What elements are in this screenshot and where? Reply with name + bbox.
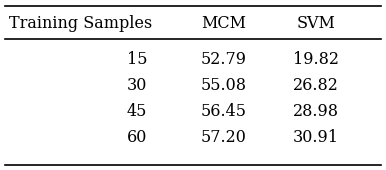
Text: MCM: MCM: [201, 15, 246, 32]
Text: 19.82: 19.82: [293, 51, 339, 68]
Text: 57.20: 57.20: [201, 129, 247, 146]
Text: 30: 30: [127, 77, 147, 94]
Text: 15: 15: [127, 51, 147, 68]
Text: 56.45: 56.45: [201, 103, 247, 120]
Text: 60: 60: [127, 129, 147, 146]
Text: SVM: SVM: [296, 15, 335, 32]
Text: 45: 45: [127, 103, 147, 120]
Text: 28.98: 28.98: [293, 103, 339, 120]
Text: 55.08: 55.08: [201, 77, 247, 94]
Text: Training Samples: Training Samples: [9, 15, 152, 32]
Text: 26.82: 26.82: [293, 77, 339, 94]
Text: 30.91: 30.91: [293, 129, 339, 146]
Text: 52.79: 52.79: [201, 51, 247, 68]
